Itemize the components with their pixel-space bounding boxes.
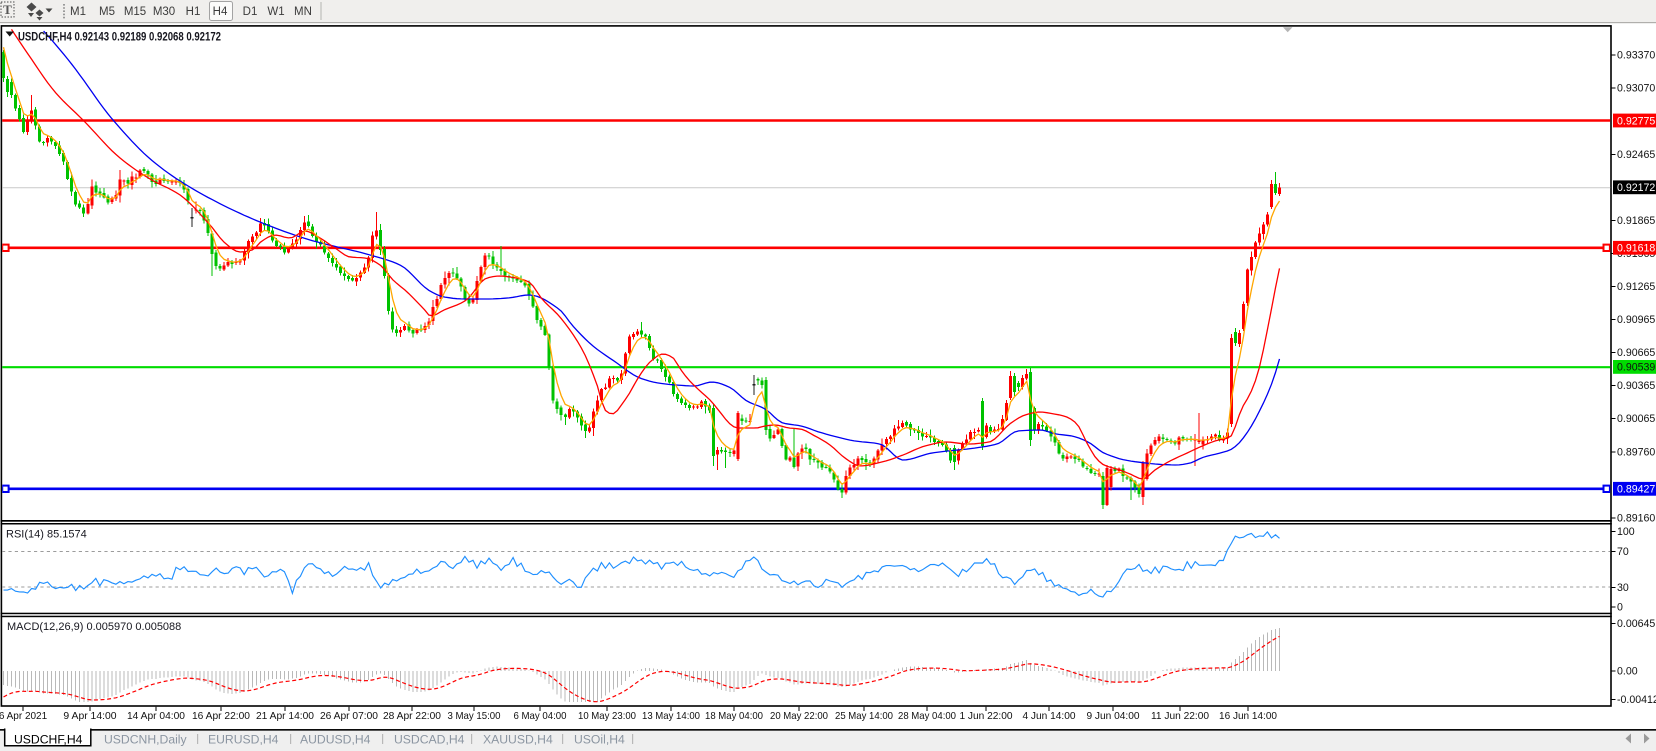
svg-text:0.92465: 0.92465: [1617, 149, 1655, 161]
svg-text:MACD(12,26,9) 0.005970 0.00508: MACD(12,26,9) 0.005970 0.005088: [7, 621, 181, 633]
svg-text:USOil,H4: USOil,H4: [574, 733, 625, 747]
svg-text:T: T: [3, 2, 12, 17]
svg-text:0.90965: 0.90965: [1617, 314, 1655, 326]
svg-text:28 Apr 22:00: 28 Apr 22:00: [383, 711, 441, 722]
svg-text:0.00: 0.00: [1617, 666, 1638, 678]
svg-text:0.90665: 0.90665: [1617, 347, 1655, 359]
svg-text:D1: D1: [243, 6, 258, 18]
svg-text:USDCAD,H4: USDCAD,H4: [394, 733, 465, 747]
svg-text:100: 100: [1617, 526, 1635, 538]
svg-text:25 May 14:00: 25 May 14:00: [835, 711, 893, 722]
svg-text:EURUSD,H4: EURUSD,H4: [208, 733, 279, 747]
svg-text:11 Jun 22:00: 11 Jun 22:00: [1151, 711, 1209, 722]
svg-text:0.93070: 0.93070: [1617, 83, 1655, 95]
svg-text:RSI(14) 85.1574: RSI(14) 85.1574: [6, 529, 87, 541]
svg-text:0.92172: 0.92172: [1617, 182, 1655, 194]
svg-text:H1: H1: [186, 6, 201, 18]
svg-text:0.91865: 0.91865: [1617, 215, 1655, 227]
svg-text:0.93370: 0.93370: [1617, 50, 1655, 62]
svg-text:USDCNH,Daily: USDCNH,Daily: [104, 733, 188, 747]
svg-text:-0.004129: -0.004129: [1617, 694, 1656, 706]
svg-text:M15: M15: [124, 6, 146, 18]
svg-text:4 Jun 14:00: 4 Jun 14:00: [1022, 711, 1075, 722]
svg-text:9 Jun 04:00: 9 Jun 04:00: [1086, 711, 1139, 722]
svg-text:18 May 04:00: 18 May 04:00: [705, 711, 763, 722]
svg-text:10 May 23:00: 10 May 23:00: [578, 711, 636, 722]
svg-text:H4: H4: [213, 6, 228, 18]
svg-text:6 Apr 2021: 6 Apr 2021: [0, 711, 47, 722]
svg-text:0.90065: 0.90065: [1617, 413, 1655, 425]
svg-text:6 May 04:00: 6 May 04:00: [513, 711, 566, 722]
svg-text:28 May 04:00: 28 May 04:00: [898, 711, 956, 722]
svg-text:14 Apr 04:00: 14 Apr 04:00: [127, 711, 185, 722]
svg-text:0.89760: 0.89760: [1617, 447, 1655, 459]
svg-text:0.90539: 0.90539: [1617, 362, 1655, 374]
svg-text:26 Apr 07:00: 26 Apr 07:00: [320, 711, 378, 722]
svg-text:0.91265: 0.91265: [1617, 281, 1655, 293]
svg-text:XAUUSD,H4: XAUUSD,H4: [483, 733, 553, 747]
svg-text:M1: M1: [70, 6, 86, 18]
svg-text:13 May 14:00: 13 May 14:00: [642, 711, 700, 722]
svg-text:0.90365: 0.90365: [1617, 380, 1655, 392]
svg-text:20 May 22:00: 20 May 22:00: [770, 711, 828, 722]
svg-text:AUDUSD,H4: AUDUSD,H4: [300, 733, 371, 747]
svg-text:1 Jun 22:00: 1 Jun 22:00: [959, 711, 1012, 722]
svg-text:0.006451: 0.006451: [1617, 618, 1656, 630]
svg-text:0.91618: 0.91618: [1617, 243, 1655, 255]
svg-text:MN: MN: [294, 6, 312, 18]
svg-text:0.92775: 0.92775: [1617, 115, 1655, 127]
svg-text:M5: M5: [99, 6, 115, 18]
svg-text:3 May 15:00: 3 May 15:00: [447, 711, 500, 722]
svg-text:16 Jun 14:00: 16 Jun 14:00: [1219, 711, 1277, 722]
svg-text:M30: M30: [153, 6, 175, 18]
svg-text:W1: W1: [267, 6, 284, 18]
svg-text:0: 0: [1617, 602, 1623, 614]
svg-text:0.89427: 0.89427: [1617, 484, 1655, 496]
svg-text:30: 30: [1617, 582, 1629, 594]
svg-text:21 Apr 14:00: 21 Apr 14:00: [256, 711, 314, 722]
svg-text:16 Apr 22:00: 16 Apr 22:00: [192, 711, 250, 722]
svg-text:USDCHF,H4: USDCHF,H4: [14, 733, 83, 747]
svg-text:70: 70: [1617, 546, 1629, 558]
svg-text:USDCHF,H4 0.92143 0.92189 0.9: USDCHF,H4 0.92143 0.92189 0.92068 0.9217…: [18, 32, 221, 44]
svg-text:0.89160: 0.89160: [1617, 513, 1655, 525]
svg-text:9 Apr 14:00: 9 Apr 14:00: [63, 711, 116, 722]
